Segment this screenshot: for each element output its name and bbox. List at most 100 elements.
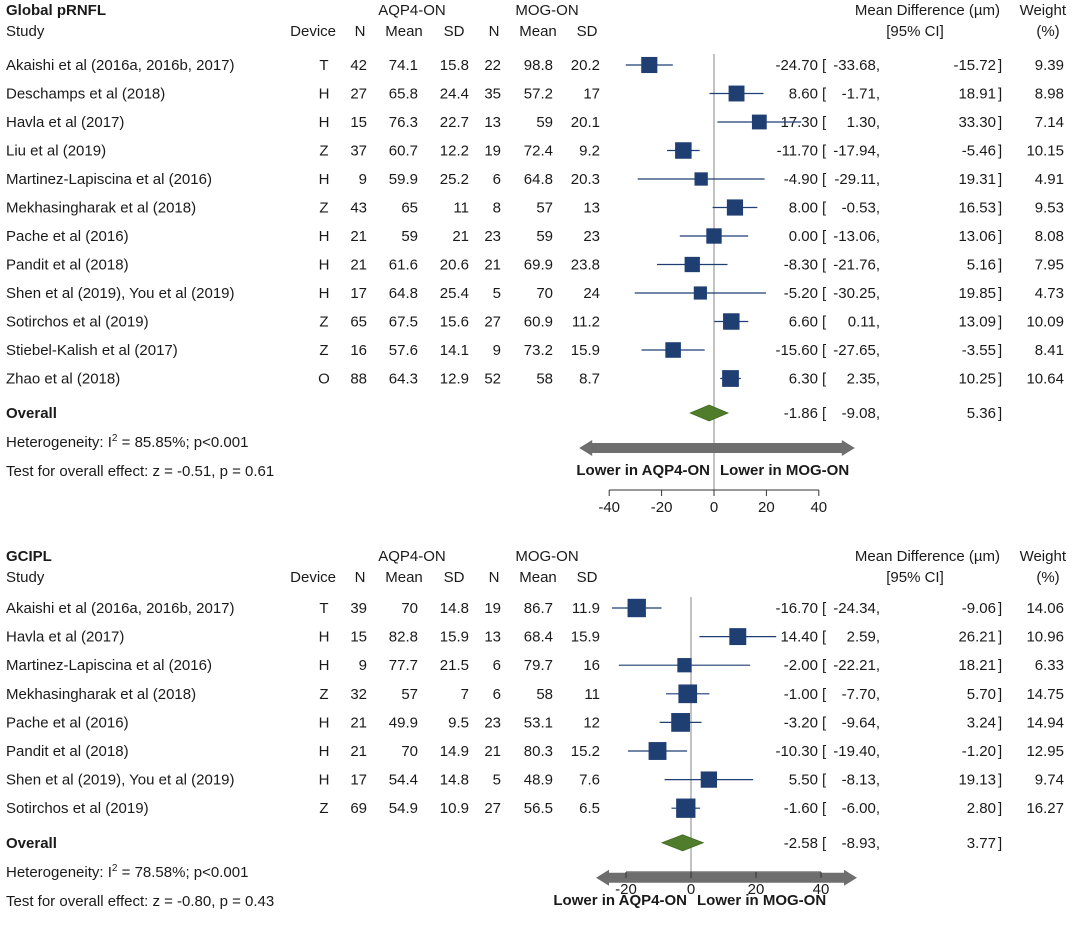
weight-unit-header: (%) <box>1036 23 1059 40</box>
ci-bracket-open: [ <box>822 835 827 852</box>
ci-lower: -22.21, <box>833 657 880 674</box>
ci-upper: 33.30 <box>958 114 996 131</box>
mog-sd: 24 <box>583 285 600 302</box>
mean2-header: Mean <box>519 569 557 586</box>
ci-upper: 3.24 <box>967 714 996 731</box>
x-tick-label: 20 <box>758 499 775 516</box>
device: H <box>319 657 330 674</box>
group2-header: MOG-ON <box>515 548 578 565</box>
mog-sd: 16 <box>583 657 600 674</box>
n1-header: N <box>355 23 366 40</box>
effect-box <box>694 172 708 186</box>
ci-lower: -29.11, <box>834 171 880 188</box>
mog-n: 19 <box>484 143 501 160</box>
mean-difference: -2.00 <box>784 657 818 674</box>
study-row: Shen et al (2019), You et al (2019) H 17 64… <box>6 285 1064 302</box>
effect-box <box>677 658 692 673</box>
x-tick-label: -20 <box>615 881 637 898</box>
mog-n: 6 <box>493 657 501 674</box>
mog-mean: 56.5 <box>524 800 553 817</box>
study-name: Pache et al (2016) <box>6 228 129 245</box>
overall-ci-lower: -9.08, <box>842 405 880 422</box>
mean-difference: -15.60 <box>775 342 818 359</box>
ci-upper: -1.20 <box>962 743 996 760</box>
n2-header: N <box>489 569 500 586</box>
ci-bracket-close: ] <box>998 143 1002 160</box>
device: H <box>319 285 330 302</box>
mog-n: 13 <box>484 114 501 131</box>
device: Z <box>319 143 328 160</box>
aqp4-mean: 70 <box>401 743 418 760</box>
ci-bracket-open: [ <box>822 371 827 388</box>
aqp4-sd: 20.6 <box>440 257 469 274</box>
mean-difference: -8.30 <box>784 257 818 274</box>
aqp4-n: 43 <box>350 200 367 217</box>
ci-upper: 5.70 <box>967 686 996 703</box>
ci-lower: -24.34, <box>833 600 880 617</box>
ci-bracket-close: ] <box>998 800 1002 817</box>
mog-n: 6 <box>493 686 501 703</box>
ci-upper: -5.46 <box>962 143 996 160</box>
x-tick-label: 0 <box>687 881 695 898</box>
mean-difference: 0.00 <box>789 228 818 245</box>
mog-n: 6 <box>493 171 501 188</box>
ci-lower: -0.53, <box>842 200 880 217</box>
arrow-label-left: Lower in AQP4-ON <box>553 892 687 909</box>
ci-lower: -6.00, <box>842 800 880 817</box>
aqp4-n: 37 <box>350 143 367 160</box>
device: H <box>319 171 330 188</box>
ci-upper: 19.85 <box>958 285 996 302</box>
study-row: Martinez-Lapiscina et al (2016) H 9 59.9 25.… <box>6 171 1064 188</box>
x-tick-label: 20 <box>748 881 765 898</box>
direction-arrow <box>579 440 855 456</box>
aqp4-mean: 76.3 <box>389 114 418 131</box>
overall-diamond <box>689 404 730 422</box>
n2-header: N <box>489 23 500 40</box>
effect-box <box>700 771 718 788</box>
x-axis: -40 -20 0 20 40 <box>598 489 827 516</box>
ci-bracket-close: ] <box>998 714 1002 731</box>
aqp4-sd: 14.8 <box>440 600 469 617</box>
study-name: Sotirchos et al (2019) <box>6 314 149 331</box>
ci-bracket-open: [ <box>822 86 827 103</box>
aqp4-mean: 60.7 <box>389 143 418 160</box>
mean-difference: -11.70 <box>777 143 818 160</box>
device: H <box>319 629 330 646</box>
mog-mean: 68.4 <box>524 629 553 646</box>
mean1-header: Mean <box>385 23 423 40</box>
mog-sd: 11.2 <box>572 314 600 331</box>
study-name: Sotirchos et al (2019) <box>6 800 149 817</box>
overall-ci-upper: 5.36 <box>967 405 996 422</box>
effect-box <box>675 142 692 159</box>
weight: 10.15 <box>1026 143 1064 160</box>
aqp4-n: 17 <box>350 285 367 302</box>
ci-bracket-close: ] <box>998 371 1002 388</box>
mog-mean: 53.1 <box>524 714 553 731</box>
study-row: Mekhasingharak et al (2018) Z 43 65 11 8 57 13 8… <box>6 199 1064 217</box>
ci-bracket-close: ] <box>998 200 1002 217</box>
study-row: Shen et al (2019), You et al (2019) H 17 54… <box>6 771 1064 789</box>
study-row: Pandit et al (2018) H 21 61.6 20.6 21 69.9 23.8… <box>6 257 1064 274</box>
aqp4-n: 15 <box>350 114 367 131</box>
ci-bracket-close: ] <box>998 629 1002 646</box>
study-row: Deschamps et al (2018) H 27 65.8 24.4 35 57.2 1… <box>6 86 1064 103</box>
study-name: Havla et al (2017) <box>6 114 124 131</box>
device: H <box>319 114 330 131</box>
ci-bracket-close: ] <box>998 405 1002 422</box>
ci-bracket-close: ] <box>998 772 1002 789</box>
ci-upper: 19.13 <box>958 772 996 789</box>
aqp4-sd: 25.2 <box>440 171 469 188</box>
aqp4-sd: 22.7 <box>440 114 469 131</box>
ci-lower: -9.64, <box>842 714 880 731</box>
ci-upper: 13.09 <box>958 314 996 331</box>
weight-unit-header: (%) <box>1036 569 1059 586</box>
sd1-header: SD <box>444 569 465 586</box>
mean-difference: -3.20 <box>784 714 818 731</box>
study-name: Akaishi et al (2016a, 2016b, 2017) <box>6 57 235 74</box>
aqp4-mean: 65.8 <box>389 86 418 103</box>
ci-bracket-open: [ <box>822 657 827 674</box>
study-row: Pache et al (2016) H 21 49.9 9.5 23 53.1 12 -3.2… <box>6 713 1064 732</box>
study-name: Pandit et al (2018) <box>6 743 129 760</box>
device: H <box>319 257 330 274</box>
weight: 16.27 <box>1026 800 1064 817</box>
